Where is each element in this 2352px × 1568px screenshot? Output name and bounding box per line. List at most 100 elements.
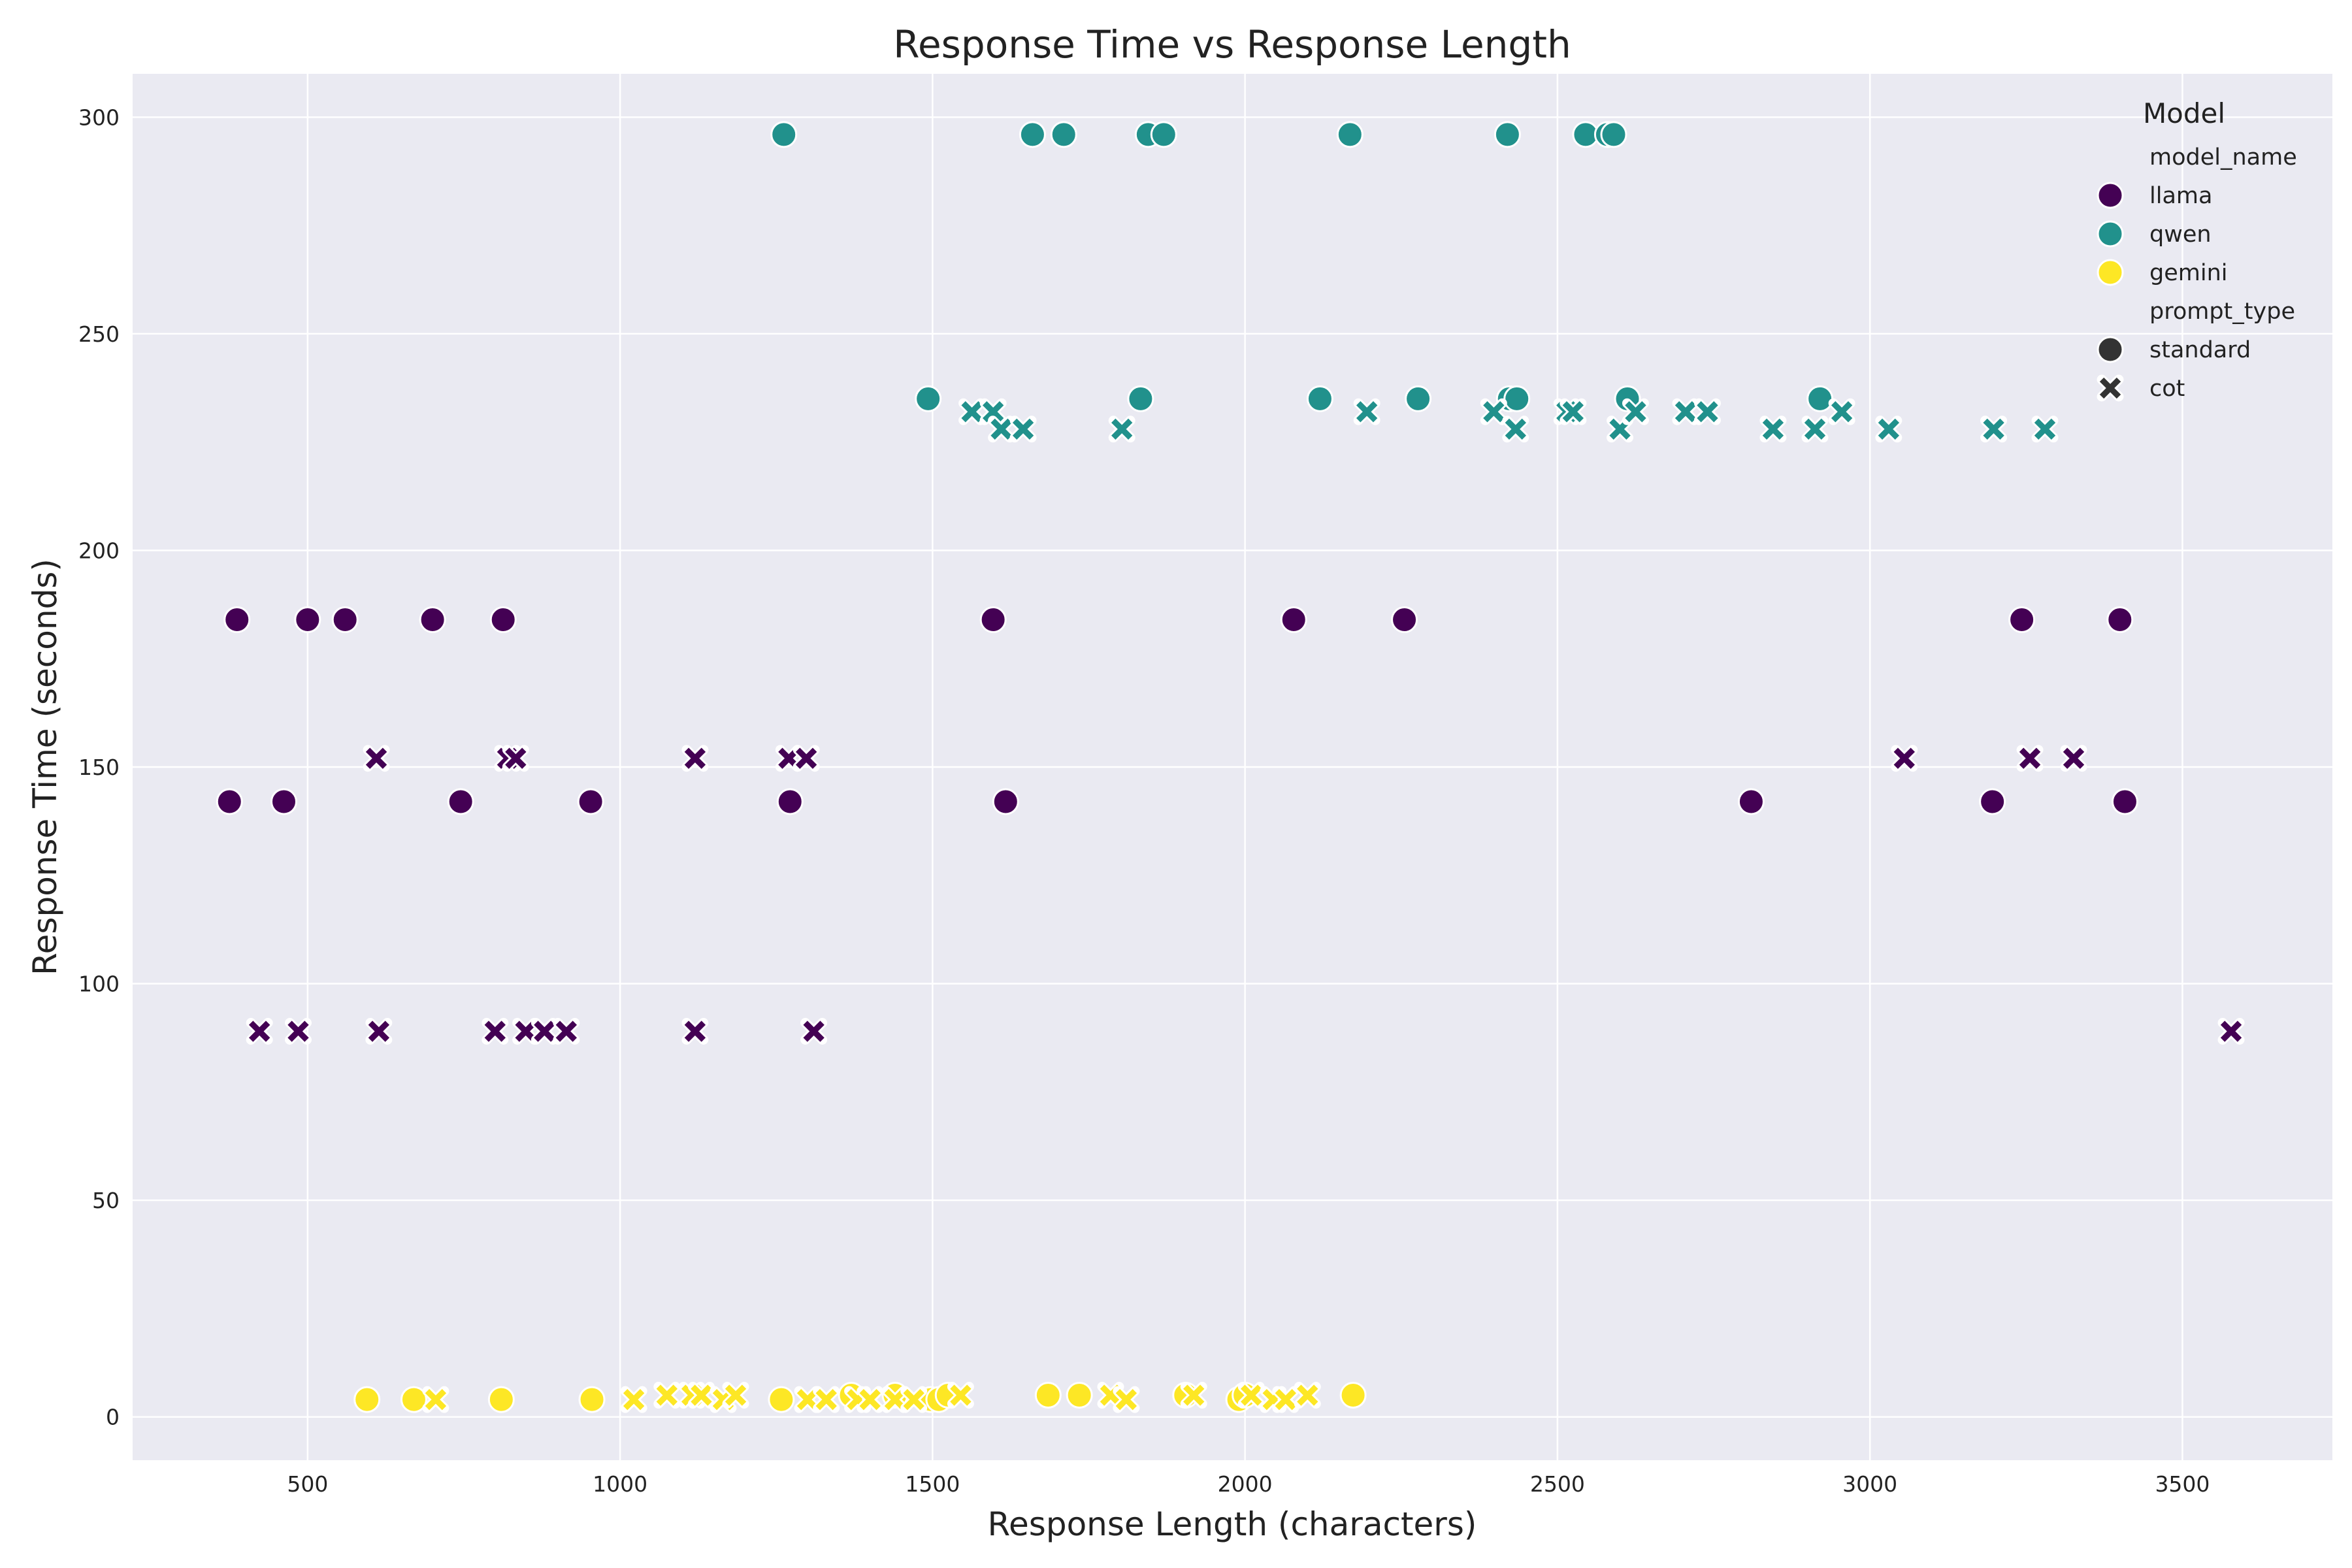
y-tick-label: 100 — [78, 972, 120, 997]
gridlines — [133, 74, 2332, 1460]
data-point-qwen-cot — [1801, 416, 1829, 443]
data-point-llama-cot — [246, 1018, 273, 1045]
data-point-qwen-standard — [915, 385, 942, 412]
legend-label-qwen: qwen — [2149, 221, 2212, 248]
data-point-llama-standard — [270, 788, 297, 815]
data-point-qwen-cot — [1759, 416, 1787, 443]
data-point-llama-standard — [489, 606, 517, 634]
data-point-qwen-standard — [1336, 121, 1364, 148]
data-point-gemini-cot — [881, 1386, 909, 1413]
y-tick-label: 300 — [78, 105, 120, 130]
x-tick-label: 2500 — [1530, 1471, 1585, 1497]
data-point-gemini-standard — [578, 1386, 606, 1413]
data-point-qwen-cot — [1875, 416, 1903, 443]
data-point-qwen-standard — [1019, 121, 1046, 148]
data-point-llama-cot — [2060, 745, 2087, 772]
y-tick-label: 250 — [78, 321, 120, 347]
x-tick-label: 3500 — [2155, 1471, 2210, 1497]
x-tick-label: 500 — [287, 1471, 328, 1497]
legend-label-cot: cot — [2149, 376, 2185, 402]
data-point-qwen-cot — [1353, 398, 1380, 425]
data-point-llama-standard — [2111, 788, 2138, 815]
data-point-gemini-standard — [487, 1386, 515, 1413]
y-tick-label: 150 — [78, 755, 120, 780]
data-point-gemini-cot — [900, 1386, 928, 1413]
data-point-gemini-cot — [1180, 1382, 1207, 1409]
data-point-llama-standard — [294, 606, 321, 634]
data-point-llama-standard — [447, 788, 474, 815]
data-point-qwen-cot — [1560, 398, 1587, 425]
data-point-gemini-cot — [687, 1382, 715, 1409]
data-point-gemini-standard — [1339, 1382, 1367, 1409]
data-point-qwen-cot — [1693, 398, 1721, 425]
data-point-qwen-standard — [1405, 385, 1432, 412]
data-point-gemini-standard — [768, 1386, 795, 1413]
chart-title: Response Time vs Response Length — [893, 22, 1571, 67]
x-tick-label: 1500 — [905, 1471, 960, 1497]
legend-marker-llama — [2097, 182, 2124, 209]
legend-title: Model — [2143, 97, 2225, 129]
x-tick-label: 2000 — [1218, 1471, 1273, 1497]
y-tick-label: 200 — [78, 538, 120, 563]
data-point-gemini-cot — [1237, 1382, 1265, 1409]
data-point-llama-standard — [223, 606, 251, 634]
y-axis-label: Response Time (seconds) — [26, 559, 64, 975]
data-point-qwen-standard — [770, 121, 798, 148]
data-point-llama-standard — [979, 606, 1007, 634]
data-point-llama-standard — [1391, 606, 1418, 634]
x-tick-label: 1000 — [593, 1471, 647, 1497]
data-point-llama-cot — [681, 745, 709, 772]
data-point-llama-standard — [992, 788, 1019, 815]
data-point-qwen-cot — [1622, 398, 1649, 425]
data-point-llama-standard — [1737, 788, 1765, 815]
data-point-qwen-standard — [1806, 385, 1834, 412]
data-point-llama-standard — [331, 606, 359, 634]
data-point-llama-cot — [482, 1018, 509, 1045]
data-point-qwen-cot — [1828, 398, 1855, 425]
data-point-llama-cot — [1891, 745, 1918, 772]
legend-style-header: prompt_type — [2149, 299, 2295, 325]
y-tick-label: 50 — [92, 1188, 120, 1213]
data-point-llama-cot — [512, 1018, 540, 1045]
data-point-llama-cot — [800, 1018, 828, 1045]
data-point-gemini-cot — [620, 1386, 647, 1413]
data-point-gemini-cot — [813, 1386, 840, 1413]
data-point-qwen-cot — [1502, 416, 1529, 443]
data-point-llama-standard — [419, 606, 446, 634]
legend-marker-standard — [2097, 336, 2124, 363]
data-point-qwen-cot — [1108, 416, 1135, 443]
data-point-llama-cot — [365, 1018, 393, 1045]
data-point-llama-cot — [531, 1018, 558, 1045]
data-point-qwen-cot — [1672, 398, 1699, 425]
data-point-gemini-cot — [1113, 1386, 1140, 1413]
data-point-gemini-cot — [1294, 1382, 1321, 1409]
x-axis-label: Response Length (characters) — [988, 1505, 1477, 1543]
data-point-llama-cot — [2016, 745, 2044, 772]
data-point-llama-cot — [792, 745, 820, 772]
data-point-gemini-cot — [794, 1386, 821, 1413]
legend-label-gemini: gemini — [2149, 260, 2227, 286]
data-point-qwen-cot — [979, 398, 1007, 425]
data-point-llama-cot — [681, 1018, 709, 1045]
data-point-llama-standard — [1979, 788, 2006, 815]
data-point-llama-cot — [553, 1018, 580, 1045]
x-tick-label: 3000 — [1842, 1471, 1897, 1497]
data-point-llama-standard — [1280, 606, 1307, 634]
data-point-llama-cot — [2217, 1018, 2245, 1045]
data-point-gemini-cot — [857, 1386, 884, 1413]
data-point-qwen-cot — [958, 398, 986, 425]
data-point-llama-standard — [2106, 606, 2134, 634]
data-point-llama-standard — [2008, 606, 2036, 634]
data-point-qwen-standard — [1306, 385, 1333, 412]
data-point-qwen-standard — [1494, 121, 1521, 148]
data-point-qwen-cot — [1480, 398, 1507, 425]
data-point-gemini-cot — [653, 1382, 681, 1409]
legend-marker-gemini — [2097, 259, 2124, 286]
legend-label-llama: llama — [2149, 183, 2212, 209]
data-point-qwen-standard — [1150, 121, 1177, 148]
data-point-gemini-standard — [400, 1386, 427, 1413]
data-point-gemini-standard — [1034, 1382, 1062, 1409]
data-point-llama-standard — [776, 788, 804, 815]
